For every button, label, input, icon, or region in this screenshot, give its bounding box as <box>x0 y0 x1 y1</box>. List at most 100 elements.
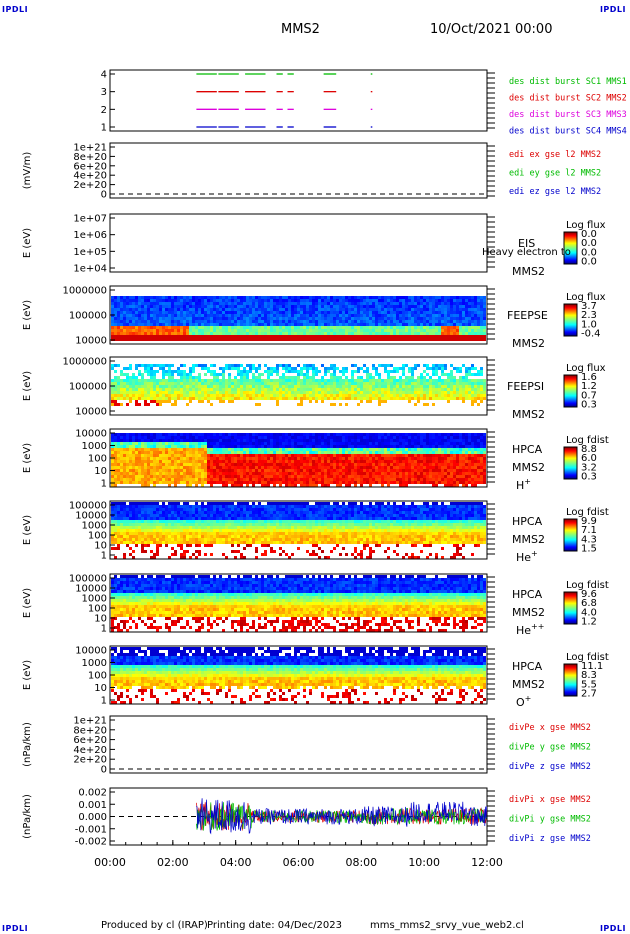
heatmap-cell <box>372 320 375 323</box>
heatmap-cell <box>174 370 177 373</box>
heatmap-cell <box>285 376 288 379</box>
heatmap-cell <box>354 397 357 400</box>
heatmap-cell <box>186 320 189 323</box>
heatmap-cell <box>369 382 372 385</box>
heatmap-cell <box>324 448 327 451</box>
heatmap-cell <box>384 296 387 299</box>
heatmap-cell <box>153 481 156 484</box>
heatmap-cell <box>216 436 219 439</box>
heatmap-cell <box>363 469 366 472</box>
colorbar-value: 1.2 <box>581 381 597 392</box>
heatmap-cell <box>312 388 315 391</box>
heatmap-cell <box>303 296 306 299</box>
heatmap-cell <box>294 484 297 487</box>
heatmap-cell <box>339 397 342 400</box>
heatmap-cell <box>192 460 195 463</box>
heatmap-cell <box>306 302 309 305</box>
heatmap-cell <box>294 460 297 463</box>
heatmap-cell <box>180 442 183 445</box>
heatmap-cell <box>180 463 183 466</box>
heatmap-cell <box>198 335 201 338</box>
heatmap-cell <box>171 481 174 484</box>
heatmap-cell <box>180 308 183 311</box>
heatmap-cell <box>180 311 183 314</box>
heatmap-cell <box>348 442 351 445</box>
heatmap-cell <box>393 302 396 305</box>
heatmap-cell <box>450 320 453 323</box>
heatmap-cell <box>258 323 261 326</box>
heatmap-cell <box>339 335 342 338</box>
heatmap-cell <box>348 436 351 439</box>
heatmap-cell <box>270 305 273 308</box>
heatmap-cell <box>132 388 135 391</box>
heatmap-cell <box>384 436 387 439</box>
heatmap-cell <box>246 332 249 335</box>
heatmap-cell <box>384 299 387 302</box>
heatmap-cell <box>315 454 318 457</box>
heatmap-cell <box>138 311 141 314</box>
heatmap-cell <box>318 460 321 463</box>
heatmap-cell <box>348 332 351 335</box>
heatmap-cell <box>291 469 294 472</box>
heatmap-cell <box>135 364 138 367</box>
heatmap-cell <box>363 472 366 475</box>
heatmap-cell <box>405 311 408 314</box>
heatmap-cell <box>375 466 378 469</box>
heatmap-cell <box>147 466 150 469</box>
heatmap-cell <box>111 391 114 394</box>
heatmap-cell <box>270 475 273 478</box>
heatmap-cell <box>453 317 456 320</box>
heatmap-cell <box>276 370 279 373</box>
heatmap-cell <box>447 308 450 311</box>
heatmap-cell <box>453 320 456 323</box>
heatmap-cell <box>243 445 246 448</box>
heatmap-cell <box>147 367 150 370</box>
heatmap-cell <box>159 448 162 451</box>
heatmap-cell <box>318 302 321 305</box>
heatmap-cell <box>336 454 339 457</box>
heatmap-cell <box>243 308 246 311</box>
heatmap-cell <box>198 326 201 329</box>
heatmap-cell <box>273 379 276 382</box>
heatmap-cell <box>345 457 348 460</box>
heatmap-cell <box>159 335 162 338</box>
heatmap-cell <box>234 484 237 487</box>
heatmap-cell <box>339 481 342 484</box>
heatmap-cell <box>120 302 123 305</box>
heatmap-cell <box>474 308 477 311</box>
heatmap-cell <box>195 433 198 436</box>
heatmap-cell <box>231 454 234 457</box>
heatmap-cell <box>426 397 429 400</box>
heatmap-cell <box>318 451 321 454</box>
heatmap-cell <box>381 451 384 454</box>
heatmap-cell <box>402 320 405 323</box>
heatmap-cell <box>465 379 468 382</box>
heatmap-cell <box>312 332 315 335</box>
heatmap-cell <box>318 463 321 466</box>
heatmap-cell <box>309 439 312 442</box>
heatmap-cell <box>213 478 216 481</box>
heatmap-cell <box>438 329 441 332</box>
heatmap-cell <box>288 364 291 367</box>
heatmap-cell <box>330 332 333 335</box>
heatmap-cell <box>171 448 174 451</box>
heatmap-cell <box>384 475 387 478</box>
heatmap-cell <box>198 364 201 367</box>
heatmap-cell <box>477 382 480 385</box>
heatmap-cell <box>441 338 444 341</box>
heatmap-cell <box>345 367 348 370</box>
heatmap-cell <box>291 314 294 317</box>
heatmap-cell <box>459 299 462 302</box>
heatmap-cell <box>234 391 237 394</box>
heatmap-cell <box>417 308 420 311</box>
heatmap-cell <box>231 323 234 326</box>
heatmap-cell <box>291 391 294 394</box>
heatmap-cell <box>483 391 486 394</box>
heatmap-cell <box>342 332 345 335</box>
heatmap-cell <box>126 439 129 442</box>
heatmap-cell <box>459 394 462 397</box>
heatmap-cell <box>228 302 231 305</box>
heatmap-cell <box>111 367 114 370</box>
heatmap-cell <box>375 391 378 394</box>
heatmap-cell <box>255 478 258 481</box>
